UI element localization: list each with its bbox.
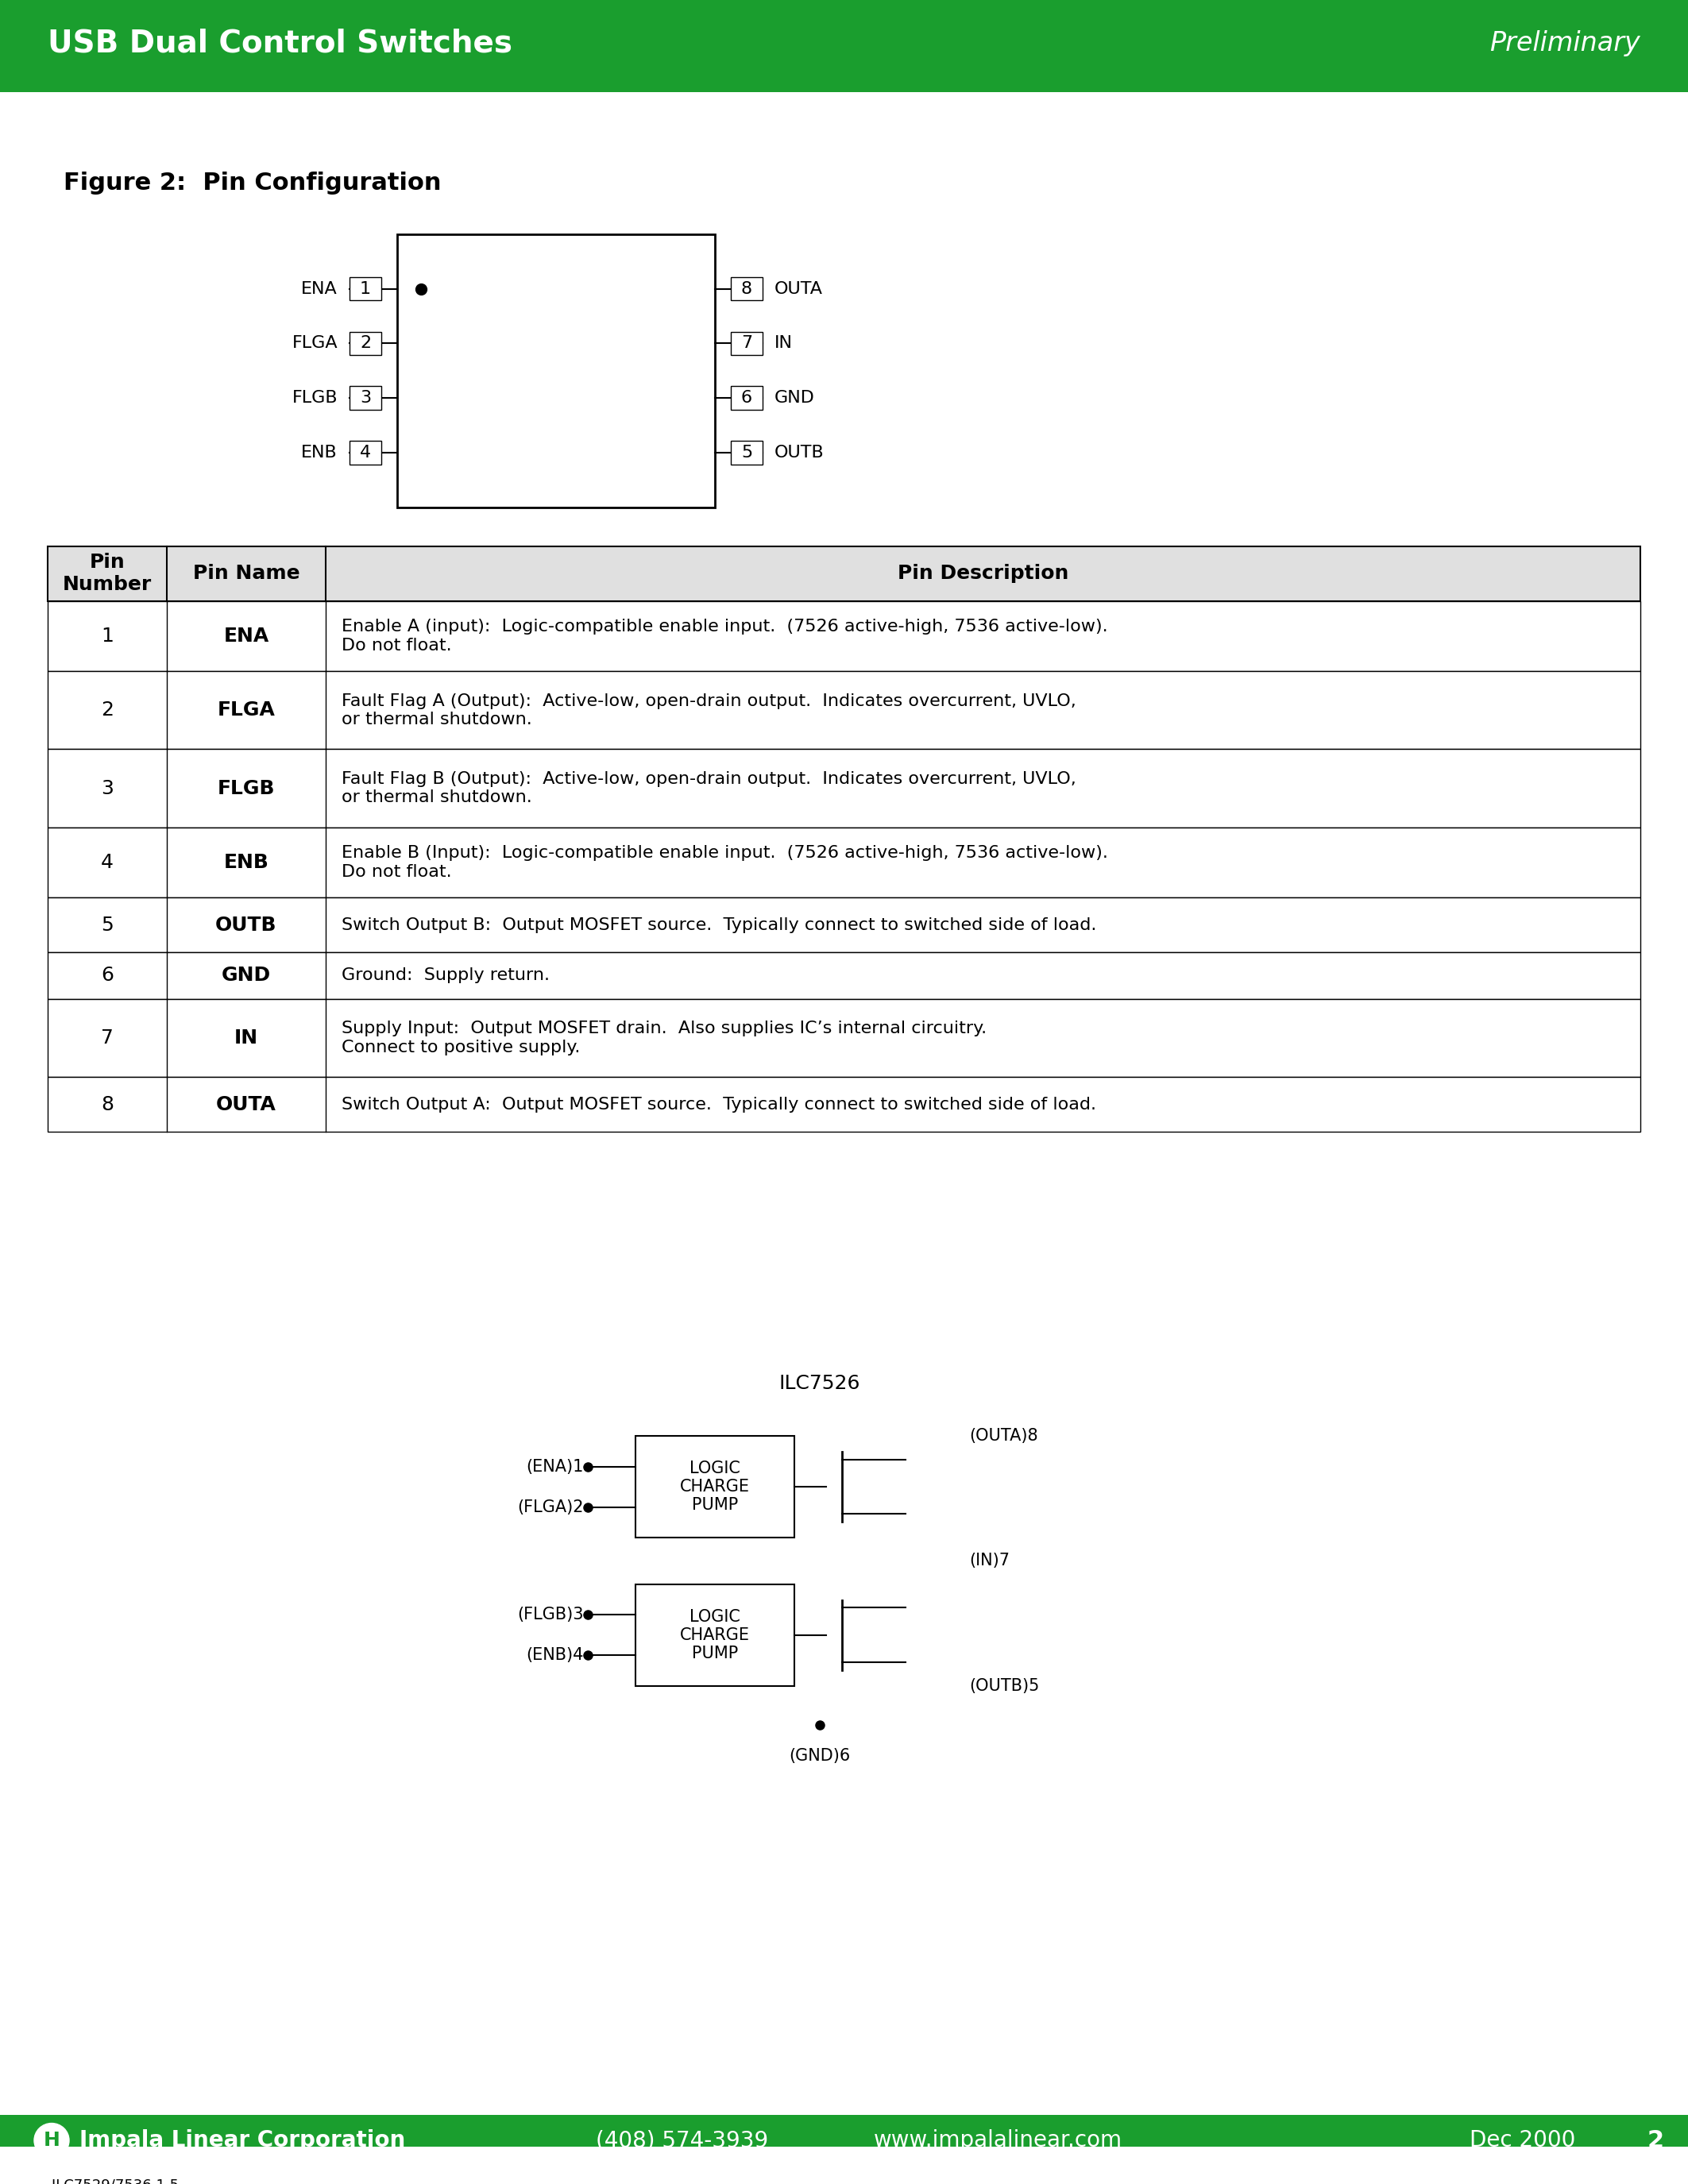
Text: Enable B (Input):  Logic-compatible enable input.  (7526 active-high, 7536 activ: Enable B (Input): Logic-compatible enabl… xyxy=(341,845,1107,880)
Text: ILC7529/7536 1.5: ILC7529/7536 1.5 xyxy=(52,2177,179,2184)
Text: H: H xyxy=(44,2132,61,2149)
Text: (408) 574-3939: (408) 574-3939 xyxy=(596,2129,768,2151)
Text: OUTA: OUTA xyxy=(775,282,824,297)
Text: (ENB)4: (ENB)4 xyxy=(527,1647,584,1664)
Bar xyxy=(47,601,1641,670)
Text: www.impalalinear.com: www.impalalinear.com xyxy=(874,2129,1123,2151)
Bar xyxy=(0,0,1688,85)
Text: ENB: ENB xyxy=(223,854,268,871)
Text: 3: 3 xyxy=(101,780,113,797)
Bar xyxy=(349,441,381,465)
Text: IN: IN xyxy=(775,336,793,352)
Text: 5: 5 xyxy=(101,915,113,935)
Text: GND: GND xyxy=(775,391,815,406)
Text: OUTB: OUTB xyxy=(216,915,277,935)
Bar xyxy=(349,277,381,301)
Bar xyxy=(47,546,1641,601)
Text: ENA: ENA xyxy=(223,627,268,646)
Text: Figure 2:  Pin Configuration: Figure 2: Pin Configuration xyxy=(64,173,441,194)
Text: OUTA: OUTA xyxy=(216,1094,277,1114)
Text: ILC7526: ILC7526 xyxy=(780,1374,861,1393)
Bar xyxy=(47,898,1641,952)
Text: Pin
Number: Pin Number xyxy=(62,553,152,594)
Text: Supply Input:  Output MOSFET drain.  Also supplies IC’s internal circuitry.
Conn: Supply Input: Output MOSFET drain. Also … xyxy=(341,1020,987,1055)
Text: FLGA: FLGA xyxy=(218,701,275,721)
Text: (ENA)1: (ENA)1 xyxy=(527,1459,584,1474)
Text: USB Dual Control Switches: USB Dual Control Switches xyxy=(47,28,513,59)
Text: (GND)6: (GND)6 xyxy=(788,1747,851,1765)
Bar xyxy=(47,670,1641,749)
Text: Ground:  Supply return.: Ground: Supply return. xyxy=(341,968,550,983)
Text: (FLGA)2: (FLGA)2 xyxy=(518,1498,584,1516)
Text: LOGIC
CHARGE
PUMP: LOGIC CHARGE PUMP xyxy=(680,1461,749,1514)
Text: 1: 1 xyxy=(360,282,371,297)
Text: FLGA: FLGA xyxy=(292,336,338,352)
Text: Preliminary: Preliminary xyxy=(1489,31,1641,57)
Text: Fault Flag A (Output):  Active-low, open-drain output.  Indicates overcurrent, U: Fault Flag A (Output): Active-low, open-… xyxy=(341,692,1077,727)
Text: (OUTA)8: (OUTA)8 xyxy=(969,1428,1038,1444)
Text: Switch Output B:  Output MOSFET source.  Typically connect to switched side of l: Switch Output B: Output MOSFET source. T… xyxy=(341,917,1097,933)
Text: GND: GND xyxy=(221,965,270,985)
Bar xyxy=(349,387,381,411)
Bar xyxy=(47,749,1641,828)
Text: Pin Name: Pin Name xyxy=(192,563,300,583)
Bar xyxy=(0,85,1688,92)
Text: 2: 2 xyxy=(360,336,371,352)
Text: 5: 5 xyxy=(741,446,753,461)
Text: 7: 7 xyxy=(741,336,753,352)
Text: (IN)7: (IN)7 xyxy=(969,1553,1009,1568)
Bar xyxy=(47,998,1641,1077)
Bar xyxy=(731,277,763,301)
Text: ENB: ENB xyxy=(300,446,338,461)
Text: 7: 7 xyxy=(101,1029,113,1048)
Text: (OUTB)5: (OUTB)5 xyxy=(969,1677,1040,1695)
Text: 1: 1 xyxy=(101,627,113,646)
Text: Dec 2000: Dec 2000 xyxy=(1470,2129,1575,2151)
Bar xyxy=(47,952,1641,998)
Bar xyxy=(635,1583,795,1686)
Bar xyxy=(47,1077,1641,1131)
Text: Pin Description: Pin Description xyxy=(898,563,1069,583)
Bar xyxy=(47,828,1641,898)
Text: 6: 6 xyxy=(101,965,113,985)
Bar xyxy=(731,387,763,411)
Text: Impala Linear Corporation: Impala Linear Corporation xyxy=(79,2129,405,2151)
Text: (FLGB)3: (FLGB)3 xyxy=(518,1607,584,1623)
Text: 3: 3 xyxy=(360,391,371,406)
Text: 2: 2 xyxy=(1647,2129,1664,2151)
Circle shape xyxy=(34,2123,69,2158)
Text: 8: 8 xyxy=(741,282,753,297)
Text: OUTB: OUTB xyxy=(775,446,824,461)
Text: IN: IN xyxy=(235,1029,258,1048)
Text: 4: 4 xyxy=(101,854,113,871)
Bar xyxy=(0,2114,1688,2167)
Text: Fault Flag B (Output):  Active-low, open-drain output.  Indicates overcurrent, U: Fault Flag B (Output): Active-low, open-… xyxy=(341,771,1077,806)
Text: LOGIC
CHARGE
PUMP: LOGIC CHARGE PUMP xyxy=(680,1610,749,1662)
Text: 8: 8 xyxy=(101,1094,113,1114)
Bar xyxy=(731,332,763,356)
Text: 2: 2 xyxy=(101,701,113,721)
Text: Switch Output A:  Output MOSFET source.  Typically connect to switched side of l: Switch Output A: Output MOSFET source. T… xyxy=(341,1096,1096,1112)
Text: ENA: ENA xyxy=(300,282,338,297)
Text: 4: 4 xyxy=(360,446,371,461)
Bar xyxy=(349,332,381,356)
Text: FLGB: FLGB xyxy=(292,391,338,406)
Bar xyxy=(635,1437,795,1538)
Bar xyxy=(731,441,763,465)
Text: Enable A (input):  Logic-compatible enable input.  (7526 active-high, 7536 activ: Enable A (input): Logic-compatible enabl… xyxy=(341,618,1107,653)
Bar xyxy=(397,234,716,507)
Text: 6: 6 xyxy=(741,391,753,406)
Text: FLGB: FLGB xyxy=(218,780,275,797)
